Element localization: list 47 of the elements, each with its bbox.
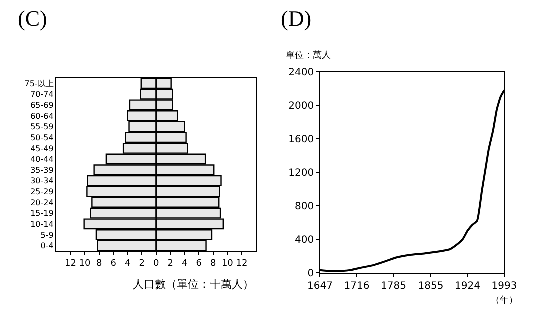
y-tick-label: 800 <box>295 201 314 212</box>
y-tick-label: 1600 <box>288 134 314 146</box>
x-tick-label: 6 <box>110 259 117 270</box>
x-tick-label: 2 <box>139 259 145 270</box>
y-tick-label: 60-64 <box>30 112 54 121</box>
y-tick-label: 55-59 <box>30 122 54 132</box>
y-tick-label: 70-74 <box>30 90 54 100</box>
y-tick-label: 0-4 <box>40 242 54 251</box>
y-tick-label: 2000 <box>288 100 314 112</box>
y-tick-label: 75-以上 <box>24 79 54 88</box>
x-axis-title: （年） <box>491 295 518 306</box>
x-tick-label: 1716 <box>344 280 370 292</box>
y-tick-label: 65-69 <box>30 101 54 110</box>
chart-title: (D) <box>281 6 312 31</box>
y-tick-label: 2400 <box>288 67 314 78</box>
x-tick-label: 1924 <box>455 280 480 292</box>
x-tick-label: 1855 <box>418 280 444 292</box>
x-tick-label: 1785 <box>380 280 406 292</box>
y-tick-label: 40-44 <box>30 155 54 164</box>
x-tick-label: 12 <box>65 259 77 270</box>
x-tick-label: 4 <box>182 259 188 270</box>
y-tick-label: 1200 <box>288 168 314 179</box>
y-tick-label: 0 <box>308 268 314 280</box>
x-tick-label: 0 <box>153 259 160 270</box>
chart-title: (C) <box>18 6 48 31</box>
y-tick-label: 50-54 <box>30 133 54 142</box>
y-tick-label: 20-24 <box>30 198 54 208</box>
y-tick-label: 400 <box>295 234 314 246</box>
y-axis-title: 單位：萬人 <box>286 50 331 61</box>
y-tick-label: 15-19 <box>30 209 54 218</box>
y-tick-label: 35-39 <box>30 166 54 175</box>
x-tick-label: 12 <box>236 259 248 270</box>
x-tick-label: 8 <box>210 259 217 270</box>
x-tick-label: 2 <box>168 259 174 270</box>
y-tick-label: 25-29 <box>30 188 54 197</box>
x-tick-label: 10 <box>79 259 92 270</box>
y-tick-label: 45-49 <box>30 144 54 154</box>
y-tick-label: 10-14 <box>30 220 54 229</box>
x-axis-title: 人口數（單位：十萬人） <box>133 278 254 291</box>
x-tick-label: 6 <box>196 259 202 270</box>
x-tick-label: 8 <box>96 259 102 270</box>
x-tick-label: 1993 <box>492 280 518 292</box>
x-tick-label: 4 <box>124 259 131 270</box>
y-tick-label: 30-34 <box>30 176 54 186</box>
x-tick-label: 1647 <box>307 280 333 292</box>
y-tick-label: 5-9 <box>40 230 54 240</box>
x-tick-label: 10 <box>222 259 234 270</box>
